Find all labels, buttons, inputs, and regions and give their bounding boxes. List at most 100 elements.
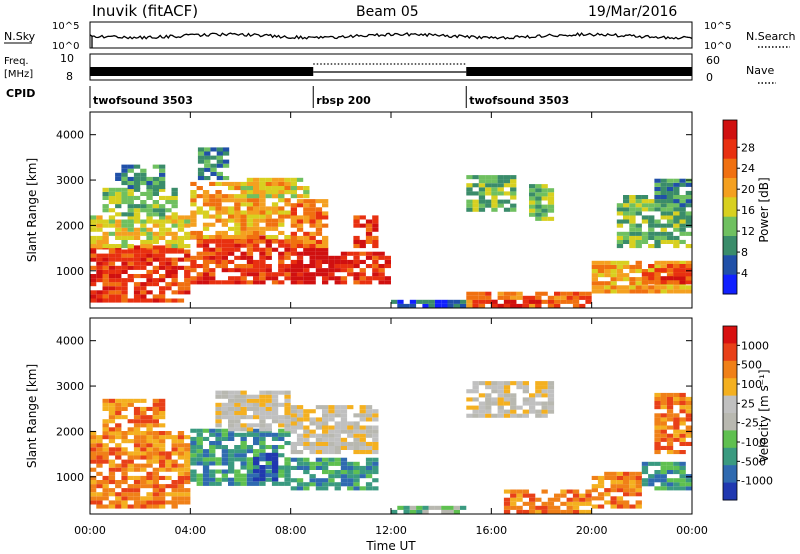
heatmap-cell	[516, 493, 523, 498]
heatmap-cell	[127, 298, 134, 303]
heatmap-cell	[478, 393, 486, 398]
heatmap-cell	[616, 488, 624, 493]
heatmap-cell	[359, 251, 366, 256]
heatmap-cell	[171, 231, 178, 236]
heatmap-cell	[215, 457, 222, 462]
heatmap-cell	[121, 219, 128, 224]
heatmap-cell	[246, 402, 254, 407]
heatmap-cell	[685, 417, 692, 422]
heatmap-cell	[102, 231, 109, 236]
heatmap-cell	[265, 272, 272, 277]
heatmap-cell	[234, 449, 241, 454]
heatmap-cell	[453, 303, 460, 308]
heatmap-cell	[209, 445, 216, 450]
heatmap-cell	[108, 415, 116, 420]
heatmap-cell	[334, 433, 341, 438]
heatmap-cell	[265, 394, 272, 399]
heatmap-cell	[159, 459, 166, 464]
heatmap-cell	[579, 501, 586, 506]
heatmap-cell	[102, 504, 109, 509]
heatmap-cell	[271, 469, 279, 474]
heatmap-cell	[278, 259, 285, 264]
heatmap-cell	[472, 299, 479, 304]
heatmap-cell	[108, 435, 116, 440]
freq-label-2: [MHz]	[4, 69, 33, 80]
heatmap-cell	[115, 191, 122, 196]
heatmap-cell	[340, 429, 348, 434]
heatmap-cell	[485, 381, 492, 386]
heatmap-cell	[127, 467, 134, 472]
heatmap-cell	[322, 211, 329, 216]
heatmap-cell	[673, 186, 680, 191]
heatmap-cell	[228, 465, 235, 470]
colorbar-swatch	[723, 465, 737, 484]
heatmap-cell	[259, 406, 266, 411]
heatmap-cell	[196, 239, 203, 244]
heatmap-cell	[209, 259, 216, 264]
heatmap-cell	[253, 406, 260, 411]
heatmap-cell	[597, 285, 605, 290]
heatmap-cell	[315, 255, 323, 260]
heatmap-cell	[365, 486, 373, 491]
heatmap-cell	[216, 163, 223, 168]
heatmap-cell	[209, 268, 216, 273]
heatmap-cell	[466, 183, 473, 188]
heatmap-cell	[616, 277, 624, 282]
heatmap-cell	[96, 278, 103, 283]
heatmap-cell	[152, 411, 159, 416]
heatmap-cell	[121, 261, 128, 266]
heatmap-cell	[209, 198, 216, 203]
heatmap-cell	[303, 280, 310, 285]
heatmap-cell	[259, 251, 266, 256]
heatmap-cell	[340, 421, 348, 426]
heatmap-cell	[296, 441, 304, 446]
heatmap-cell	[485, 385, 492, 390]
heatmap-cell	[560, 493, 567, 498]
heatmap-cell	[497, 199, 504, 204]
heatmap-cell	[353, 255, 360, 260]
heatmap-cell	[140, 168, 147, 173]
heatmap-cell	[290, 413, 297, 418]
heatmap-cell	[271, 235, 279, 240]
heatmap-cell	[372, 470, 379, 475]
heatmap-cell	[259, 198, 266, 203]
heatmap-cell	[171, 500, 178, 505]
heatmap-cell	[152, 204, 159, 209]
heatmap-cell	[246, 194, 254, 199]
heatmap-cell	[259, 272, 266, 277]
heatmap-cell	[121, 191, 128, 196]
heatmap-cell	[315, 239, 323, 244]
heatmap-cell	[372, 413, 379, 418]
heatmap-cell	[271, 436, 279, 441]
heatmap-cell	[202, 198, 210, 203]
heatmap-cell	[309, 482, 316, 487]
heatmap-cell	[215, 411, 222, 416]
heatmap-cell	[152, 249, 159, 254]
heatmap-cell	[115, 286, 122, 291]
heatmap-cell	[140, 265, 147, 270]
heatmap-cell	[228, 436, 235, 441]
heatmap-cell	[623, 488, 630, 493]
heatmap-cell	[635, 484, 642, 489]
heatmap-cell	[340, 409, 348, 414]
heatmap-cell	[629, 207, 636, 212]
heatmap-cell	[146, 480, 153, 485]
heatmap-cell	[679, 405, 686, 410]
heatmap-cell	[510, 397, 517, 402]
heatmap-cell	[133, 215, 141, 220]
heatmap-cell	[177, 480, 185, 485]
heatmap-cell	[234, 210, 241, 215]
heatmap-cell	[184, 223, 191, 228]
heatmap-cell	[635, 207, 642, 212]
heatmap-cell	[478, 413, 486, 418]
heatmap-cell	[296, 405, 304, 410]
heatmap-cell	[133, 447, 141, 452]
heatmap-cell	[133, 265, 141, 270]
heatmap-cell	[322, 280, 329, 285]
heatmap-cell	[152, 298, 159, 303]
heatmap-cell	[115, 423, 122, 428]
heatmap-cell	[253, 259, 260, 264]
heatmap-cell	[96, 298, 103, 303]
heatmap-cell	[221, 251, 228, 256]
heatmap-cell	[604, 492, 611, 497]
